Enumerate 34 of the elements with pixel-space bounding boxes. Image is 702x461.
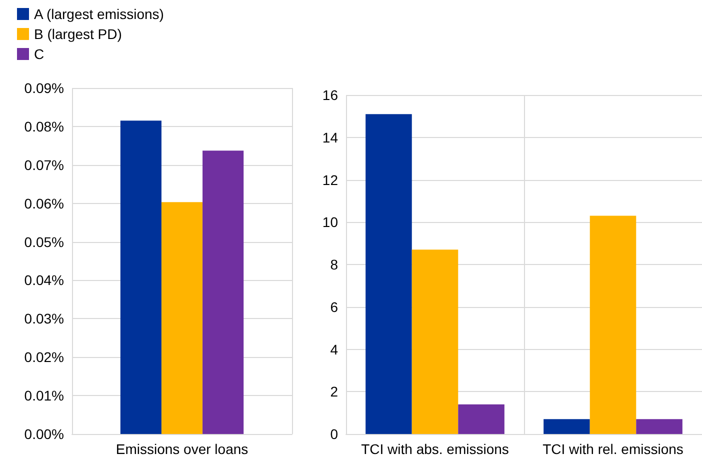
y-tick-label: 0.04% — [24, 272, 64, 288]
x-tick-label: Emissions over loans — [116, 441, 248, 457]
y-tick-label: 12 — [322, 172, 338, 188]
y-tick-label: 0.02% — [24, 349, 64, 366]
bar — [366, 114, 412, 434]
y-tick-label: 0.00% — [24, 426, 64, 442]
legend-label: B (largest PD) — [34, 26, 122, 42]
y-tick-label: 2 — [330, 384, 338, 400]
bar — [202, 150, 244, 434]
bar — [161, 202, 203, 434]
y-tick-label: 0.06% — [24, 195, 64, 212]
bar — [458, 404, 504, 434]
y-tick-label: 14 — [322, 129, 338, 146]
y-tick-label: 6 — [330, 298, 338, 315]
y-tick-label: 4 — [330, 341, 338, 358]
legend-label: C — [34, 46, 44, 62]
bar — [120, 120, 162, 434]
y-tick-label: 10 — [322, 214, 338, 230]
y-tick-label: 0.07% — [24, 156, 64, 173]
y-tick-label: 8 — [330, 256, 338, 272]
y-tick-label: 0.09% — [24, 80, 64, 96]
y-tick-label: 0 — [330, 426, 338, 442]
bar — [590, 216, 636, 434]
y-tick-label: 0.05% — [24, 234, 64, 250]
y-tick-label: 0.03% — [24, 310, 64, 327]
x-tick-label: TCI with rel. emissions — [542, 441, 684, 457]
y-tick-label: 0.08% — [24, 118, 64, 134]
legend-label: A (largest emissions) — [34, 6, 164, 22]
bar — [544, 419, 590, 434]
bar — [412, 250, 458, 434]
y-tick-label: 16 — [322, 87, 338, 103]
x-tick-label: TCI with abs. emissions — [361, 441, 509, 457]
bar — [636, 419, 682, 434]
y-tick-label: 0.01% — [24, 388, 64, 404]
